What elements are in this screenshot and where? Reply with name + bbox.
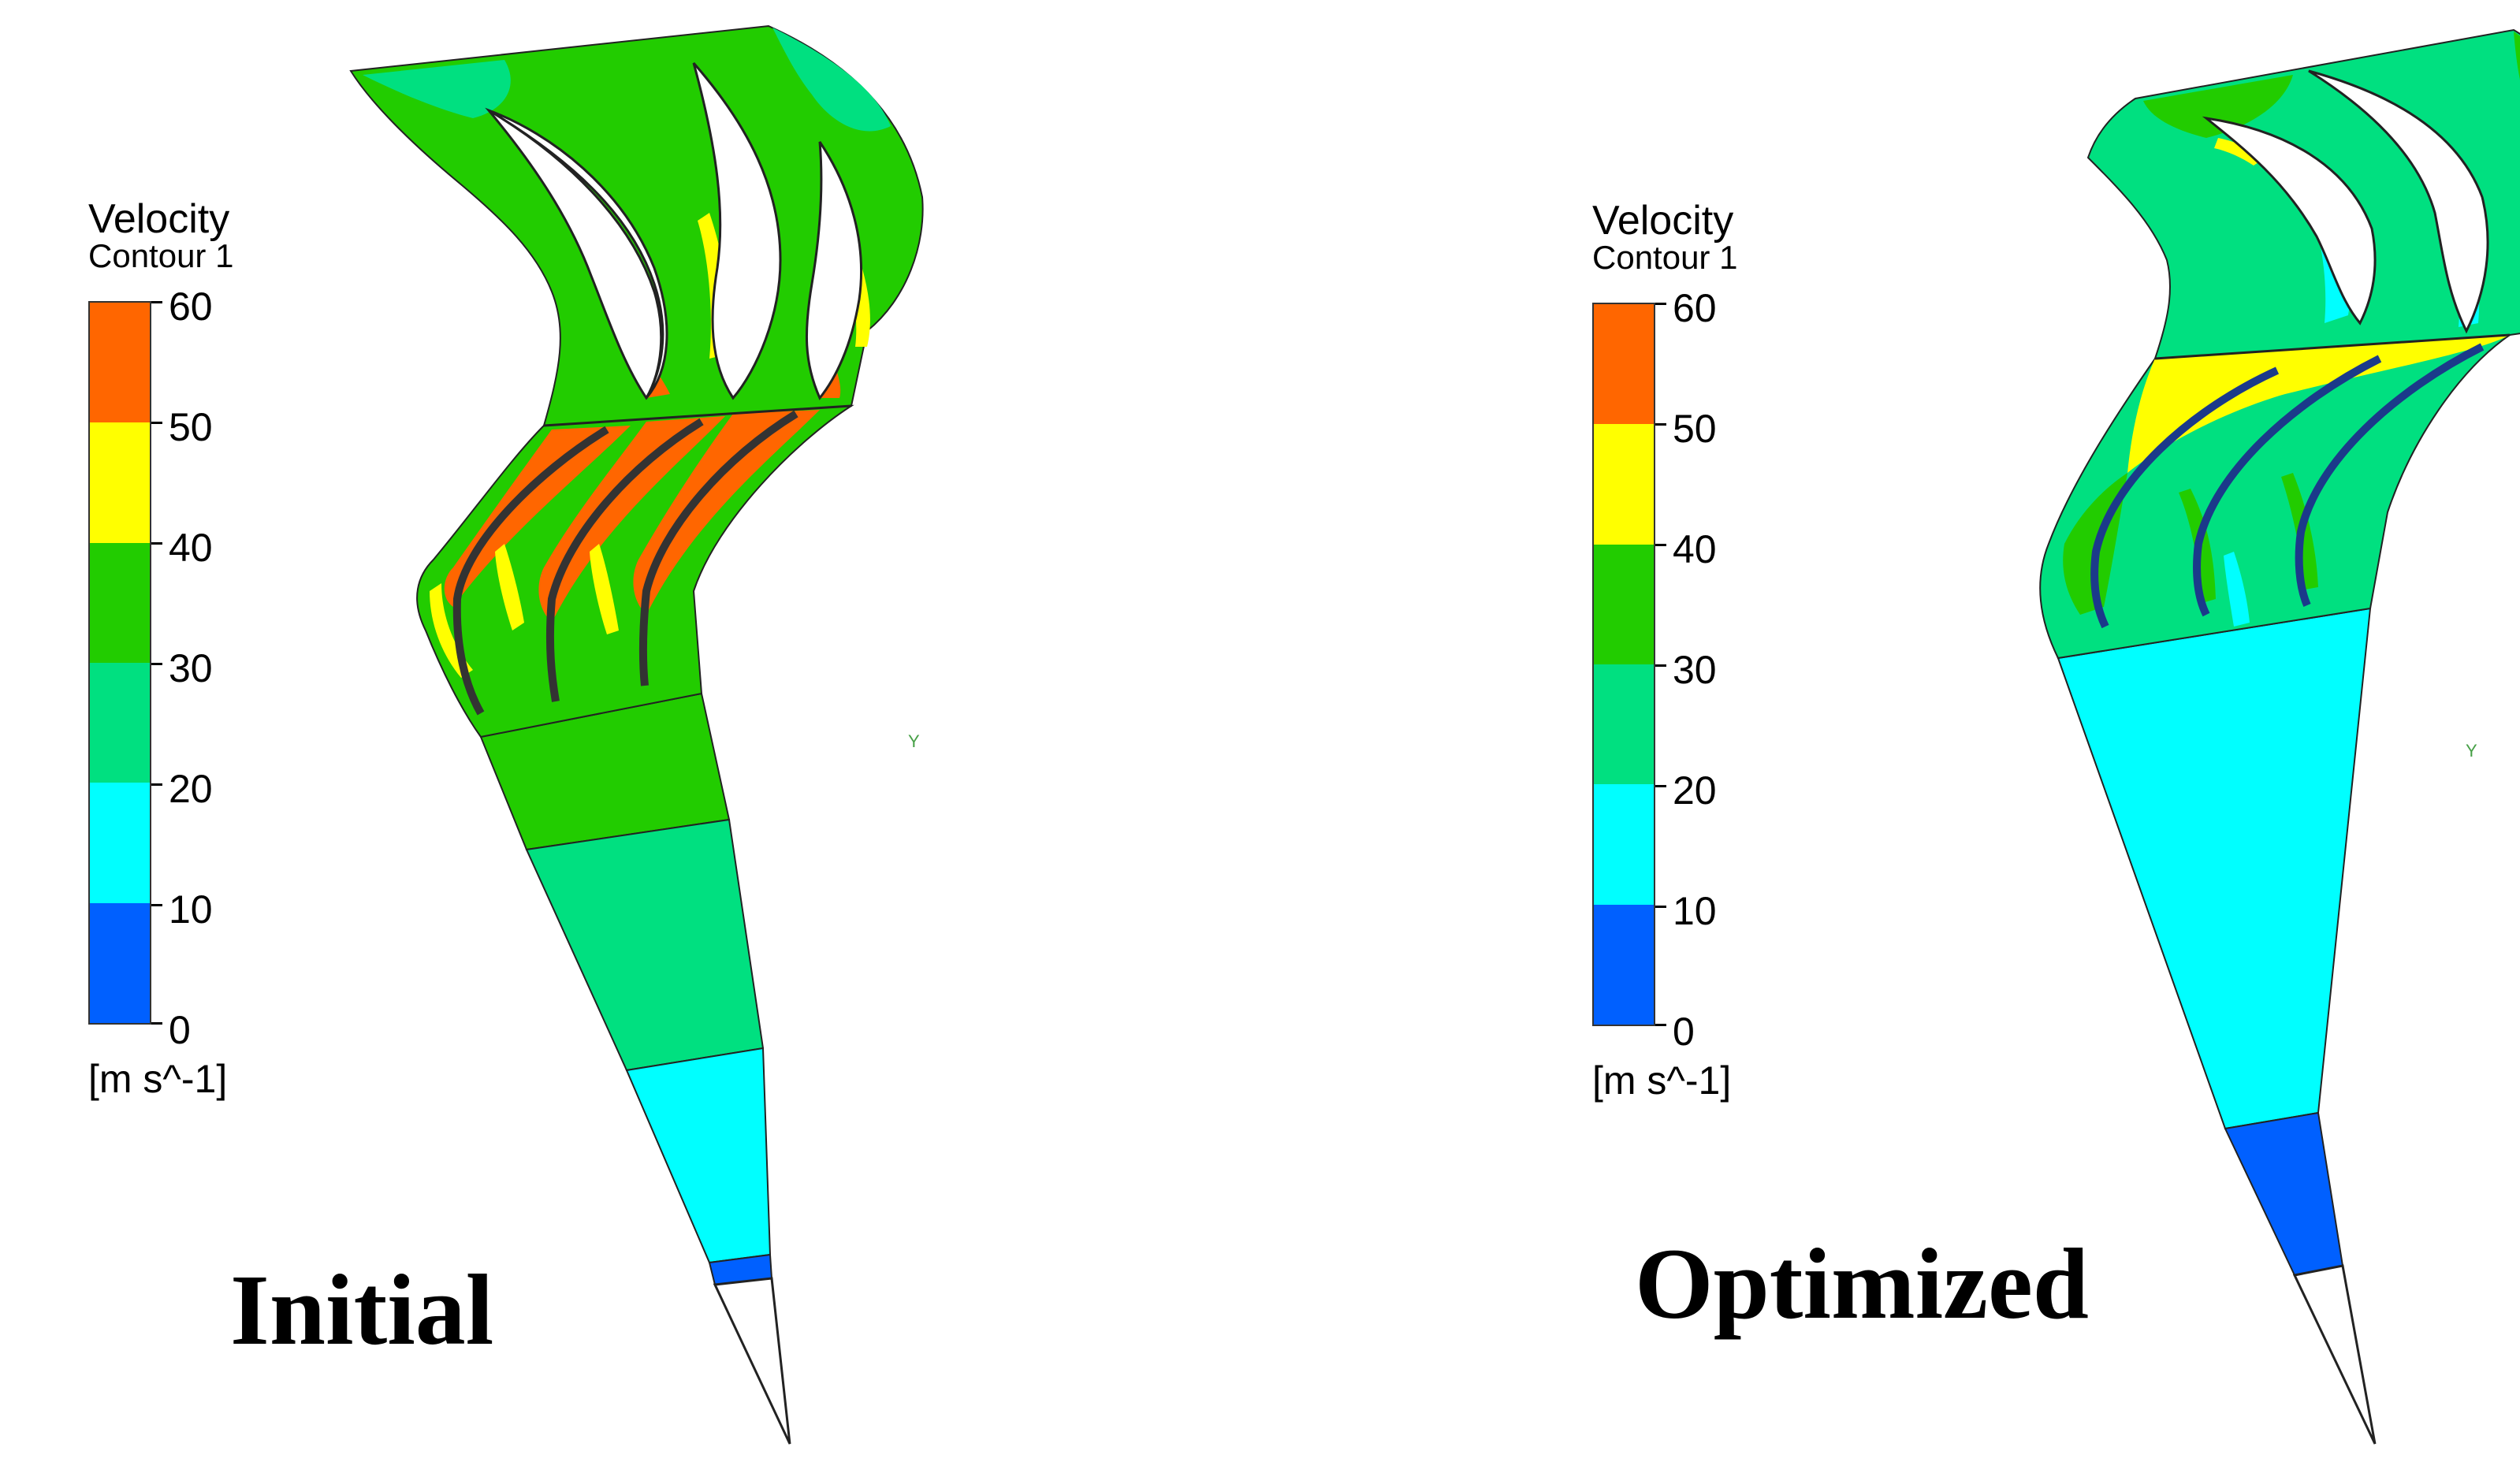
panel-label-optimized: Optimized — [1635, 1228, 2089, 1340]
tick-mark — [151, 301, 162, 303]
draft-tube-cyan — [2057, 607, 2372, 1130]
band-50-60 — [1594, 304, 1654, 425]
runner-yellow-1 — [495, 544, 524, 630]
axis-y-marker: Y — [2466, 741, 2477, 761]
tick-mark — [1655, 785, 1666, 787]
tick-label-0: 0 — [169, 1008, 191, 1052]
axis-y-marker: Y — [908, 731, 920, 751]
guide-vane-green-2 — [2514, 32, 2520, 80]
guide-vane-blade-1 — [2202, 116, 2377, 325]
runner-blade-3 — [638, 410, 798, 686]
runner-blade-2 — [545, 418, 704, 702]
draft-tube-midgreen — [525, 818, 765, 1072]
tick-label-60: 60 — [169, 285, 213, 329]
runner-yellow-band — [2127, 335, 2510, 473]
tick-mark — [1655, 544, 1666, 546]
tick-label-10: 10 — [169, 887, 213, 932]
band-30-40 — [90, 542, 150, 663]
runner-orange-3 — [633, 410, 820, 615]
band-10-20 — [90, 783, 150, 903]
guide-vane-midgreen-2 — [772, 28, 891, 132]
tick-mark — [151, 904, 162, 906]
draft-tube-tip — [713, 1277, 791, 1445]
tick-mark — [1655, 1024, 1666, 1026]
tick-mark — [1655, 664, 1666, 667]
guide-vane-green-1 — [2143, 75, 2293, 138]
draft-tube-cyan — [625, 1047, 772, 1264]
color-bar — [88, 301, 151, 1025]
tick-label-10: 10 — [1673, 889, 1717, 933]
panel-optimized: Velocity Contour 1 60 50 40 30 20 10 0 [… — [1260, 0, 2520, 1473]
guide-vane-blade-2 — [2308, 69, 2489, 334]
tick-label-20: 20 — [169, 767, 213, 811]
color-bar — [1592, 303, 1655, 1026]
runner-blade-2 — [2193, 355, 2382, 617]
tick-label-40: 40 — [169, 526, 213, 570]
panel-label-initial: Initial — [230, 1254, 494, 1366]
tick-label-40: 40 — [1673, 527, 1717, 571]
band-30-40 — [1594, 544, 1654, 664]
guide-vane-blade-1 — [485, 107, 668, 400]
legend-title: Velocity — [1592, 198, 1734, 244]
tick-mark — [151, 422, 162, 424]
tick-mark — [151, 542, 162, 545]
tick-mark — [151, 783, 162, 786]
draft-tube-tip — [2292, 1264, 2377, 1445]
band-10-20 — [1594, 784, 1654, 905]
tick-label-30: 30 — [169, 646, 213, 690]
runner-orange-2 — [538, 416, 725, 623]
optimized-contour-plot — [2039, 28, 2520, 1445]
tick-mark — [1655, 303, 1666, 305]
guide-vane-region — [349, 24, 924, 427]
band-50-60 — [90, 303, 150, 423]
tick-mark — [1655, 423, 1666, 426]
band-40-50 — [90, 422, 150, 543]
runner-blade-1 — [452, 426, 609, 716]
legend-title: Velocity — [88, 196, 230, 242]
tick-mark — [151, 1022, 162, 1025]
tick-label-30: 30 — [1673, 648, 1717, 692]
runner-blade-1 — [2090, 366, 2280, 629]
stator-rotor-interface — [543, 404, 852, 427]
guide-vane-blade-2 — [692, 62, 782, 400]
tick-label-60: 60 — [1673, 286, 1717, 330]
legend-unit: [m s^-1] — [88, 1057, 228, 1101]
band-20-30 — [90, 662, 150, 783]
runner-yellow-2 — [590, 544, 619, 634]
runner-blade-3 — [2295, 343, 2485, 607]
legend-unit: [m s^-1] — [1592, 1058, 1732, 1103]
initial-contour-plot — [349, 24, 924, 1445]
band-40-50 — [1594, 424, 1654, 545]
band-20-30 — [1594, 664, 1654, 785]
band-0-10 — [1594, 904, 1654, 1025]
legend-subtitle: Contour 1 — [88, 237, 234, 274]
draft-tube-blue — [2224, 1111, 2344, 1277]
tick-mark — [151, 663, 162, 665]
stator-rotor-interface — [2154, 333, 2511, 360]
runner-cyan-1 — [2224, 552, 2250, 627]
runner-yellow-3 — [430, 583, 473, 678]
legend-subtitle: Contour 1 — [1592, 239, 1738, 276]
band-0-10 — [90, 902, 150, 1023]
tick-label-50: 50 — [169, 405, 213, 449]
guide-vane-blade-3 — [805, 141, 862, 400]
panel-initial: Velocity Contour 1 60 50 40 30 20 10 0 [… — [88, 24, 924, 1445]
tick-label-50: 50 — [1673, 407, 1717, 451]
tick-mark — [1655, 906, 1666, 908]
tick-label-20: 20 — [1673, 768, 1717, 813]
tick-label-0: 0 — [1673, 1010, 1695, 1054]
guide-vane-midgreen-1 — [363, 60, 511, 118]
